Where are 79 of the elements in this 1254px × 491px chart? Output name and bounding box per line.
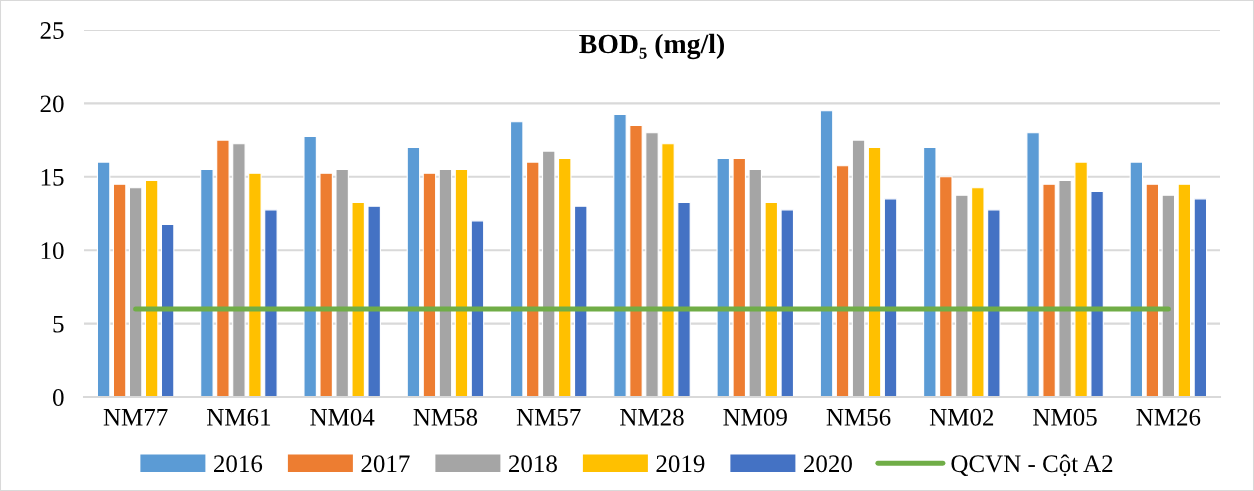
bar — [1090, 190, 1104, 397]
bar — [955, 194, 969, 397]
bar — [573, 205, 588, 397]
bar — [883, 198, 898, 397]
bar — [748, 168, 763, 397]
x-tick-label: NM58 — [413, 408, 478, 426]
y-tick-label: 0 — [53, 389, 64, 406]
bar — [367, 205, 381, 397]
bar — [661, 143, 675, 397]
bar — [923, 146, 937, 397]
bar — [1074, 161, 1088, 397]
x-tick-label: NM26 — [1136, 408, 1201, 426]
bar — [264, 209, 278, 397]
bar — [780, 209, 795, 397]
bar — [645, 132, 659, 397]
bar — [351, 201, 365, 397]
bar — [422, 172, 437, 397]
y-tick-label: 25 — [40, 22, 64, 39]
y-tick-label: 5 — [53, 315, 64, 333]
bar — [1193, 198, 1208, 397]
bar — [248, 172, 262, 397]
bar — [232, 143, 246, 397]
bar — [454, 168, 469, 397]
bar — [1042, 183, 1056, 397]
x-tick-label: NM61 — [206, 408, 271, 426]
bar — [160, 223, 175, 397]
legend-label: 2018 — [508, 455, 557, 473]
bar — [732, 157, 747, 397]
bar — [541, 150, 556, 397]
legend-label: 2019 — [656, 455, 705, 473]
bar — [613, 113, 627, 397]
bar — [1058, 179, 1072, 397]
bar — [525, 161, 540, 397]
bar — [939, 176, 953, 397]
bar — [764, 201, 779, 397]
bar — [1129, 161, 1144, 397]
legend-label: QCVN - Cột A2 — [951, 454, 1113, 477]
y-tick-label: 10 — [41, 242, 64, 260]
bar — [509, 121, 524, 397]
x-tick-label: NM57 — [516, 409, 581, 426]
legend-label: 2016 — [213, 455, 263, 473]
bar — [96, 161, 111, 397]
y-tick-label: 20 — [40, 95, 64, 113]
x-tick-label: NM05 — [1033, 408, 1097, 426]
legend-label: 2020 — [803, 455, 852, 473]
bar — [1161, 194, 1176, 397]
x-tick-label: NM02 — [929, 408, 994, 426]
bar — [1145, 183, 1160, 397]
bar — [629, 124, 643, 397]
bar — [1177, 183, 1192, 397]
bar — [851, 139, 866, 397]
x-tick-label: NM56 — [826, 408, 891, 426]
bar — [677, 201, 691, 397]
x-tick-label: NM09 — [723, 408, 787, 426]
x-tick-label: NM77 — [103, 409, 168, 426]
bar — [835, 165, 850, 397]
bar — [112, 183, 127, 397]
bar — [216, 139, 230, 397]
x-tick-label: NM28 — [620, 408, 684, 426]
bar — [987, 209, 1001, 397]
bar — [971, 187, 985, 397]
bar — [819, 110, 834, 397]
bar — [128, 187, 143, 397]
bar — [319, 172, 333, 397]
bar — [144, 179, 159, 397]
bar — [200, 168, 214, 397]
bar — [335, 168, 349, 397]
bar — [438, 168, 453, 397]
chart-title: BOD₅ (mg/l) — [579, 33, 724, 60]
x-tick-label: NM04 — [310, 408, 375, 426]
bar — [1026, 132, 1040, 397]
bar — [557, 157, 572, 397]
bar — [406, 146, 421, 397]
bar — [470, 220, 485, 397]
bar — [303, 135, 317, 397]
y-tick-label: 15 — [41, 168, 64, 186]
legend-label: 2017 — [361, 455, 410, 473]
bar — [716, 157, 731, 397]
bar — [867, 146, 882, 397]
